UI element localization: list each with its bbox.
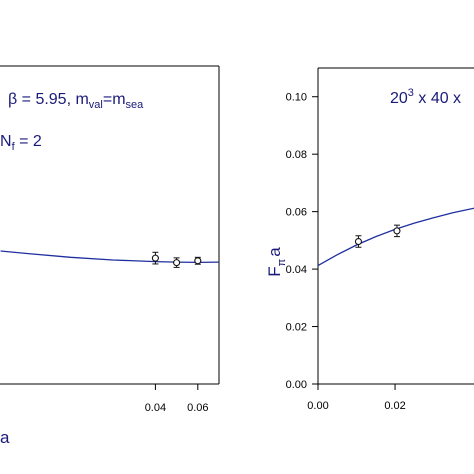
- left-x-tick-label-0: 0.04: [145, 402, 166, 414]
- right-y-tick-label-3: 0.06: [286, 207, 307, 219]
- right-y-tick-label-2: 0.04: [286, 264, 307, 276]
- ylabel-tail: a: [265, 247, 284, 257]
- val-subscript: val: [89, 99, 103, 111]
- nf-text: N: [0, 133, 12, 150]
- left-data-point-0: [151, 254, 159, 262]
- left-annotation-nf: Nf = 2: [0, 133, 42, 153]
- right-y-tick-label-1: 0.02: [286, 322, 307, 334]
- left-x-axis-label-fragment: a: [0, 428, 10, 447]
- left-fit-curve: [0, 250, 220, 264]
- left-data-point-1: [173, 259, 181, 267]
- right-panel: 0.00 0.02 0.04 0.06 0.08 0.10 0.00 0.02 Fπa 2…: [265, 67, 474, 412]
- right-y-tick-label-4: 0.08: [286, 149, 307, 161]
- right-annotation-lattice: 203 x 40 x: [390, 87, 461, 107]
- nf-value: = 2: [15, 133, 42, 150]
- right-x-tick-label-1: 0.02: [384, 400, 405, 412]
- left-data-point-2: [194, 257, 202, 265]
- sea-subscript: sea: [126, 99, 145, 111]
- ylabel-sub: π: [276, 258, 288, 266]
- right-data-points: [354, 224, 401, 248]
- nf-subscript: f: [12, 141, 16, 153]
- beta-text: β = 5.95, m: [8, 91, 89, 108]
- right-data-point-1: [393, 227, 401, 235]
- left-annotation-beta: β = 5.95, mval=msea: [8, 91, 144, 111]
- left-plot-frame: [0, 65, 220, 385]
- right-y-axis-label: Fπa: [265, 247, 288, 277]
- right-y-ticks: 0.00 0.02 0.04 0.06 0.08 0.10: [286, 92, 318, 391]
- right-x-ticks: 0.00 0.02: [307, 384, 406, 412]
- lattice-rest: x 40 x: [414, 90, 461, 107]
- left-panel: 0.04 0.06 a β = 5.95, mval=msea Nf = 2: [0, 65, 220, 447]
- eq-text: =m: [103, 91, 126, 108]
- left-data-points: [151, 251, 202, 268]
- lattice-exponent: 3: [408, 87, 414, 99]
- left-x-ticks: 0.04 0.06: [145, 384, 209, 414]
- lattice-base: 20: [390, 90, 408, 107]
- right-y-tick-label-5: 0.10: [286, 92, 307, 104]
- left-x-tick-label-1: 0.06: [187, 402, 208, 414]
- right-plot-frame: [317, 67, 474, 385]
- right-x-tick-label-0: 0.00: [307, 400, 328, 412]
- right-data-point-0: [354, 237, 362, 246]
- right-y-tick-label-0: 0.00: [286, 379, 307, 391]
- ylabel-main: F: [265, 266, 284, 276]
